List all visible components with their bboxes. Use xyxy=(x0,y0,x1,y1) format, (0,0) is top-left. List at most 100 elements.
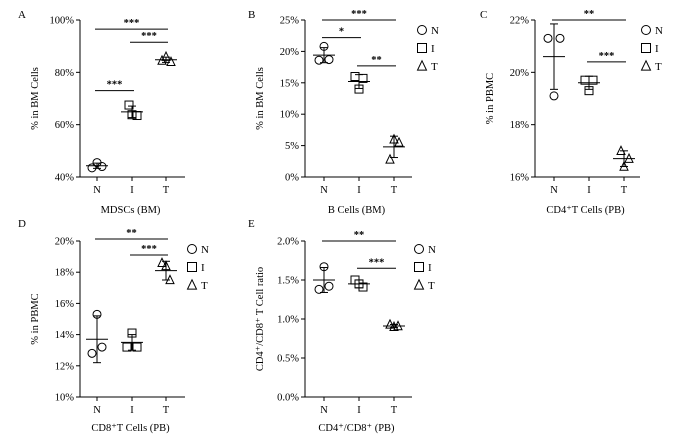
circle-icon xyxy=(414,244,424,254)
data-point xyxy=(132,111,142,121)
triangle-icon xyxy=(640,59,652,71)
data-point xyxy=(588,75,598,85)
x-tick-label: N xyxy=(320,185,328,196)
significance-label: *** xyxy=(141,244,157,255)
data-point xyxy=(132,342,142,352)
x-tick-label: T xyxy=(621,185,628,196)
panel-letter: C xyxy=(480,9,487,21)
data-point xyxy=(385,318,395,329)
x-tick-label: I xyxy=(130,185,134,196)
y-tick-label: 16% xyxy=(55,299,75,310)
x-tick-label: N xyxy=(320,405,328,416)
significance-label: ** xyxy=(371,55,382,66)
legend-label: N xyxy=(201,244,209,256)
y-tick-label: 18% xyxy=(510,120,530,131)
data-point xyxy=(350,72,360,82)
x-tick-label: N xyxy=(550,185,558,196)
significance-label: *** xyxy=(124,18,140,29)
x-tick-label: T xyxy=(391,405,398,416)
significance-label: ** xyxy=(584,9,595,20)
y-axis-label: % in PBMC xyxy=(485,73,496,124)
data-point xyxy=(394,136,404,147)
y-tick-label: 60% xyxy=(55,120,75,131)
y-tick-label: 16% xyxy=(510,173,530,184)
y-tick-label: 18% xyxy=(55,268,75,279)
circle-icon xyxy=(187,244,197,254)
series-n xyxy=(86,158,108,173)
series-n xyxy=(86,309,108,364)
square-icon xyxy=(414,262,424,272)
data-point xyxy=(92,309,102,319)
y-tick-label: 15% xyxy=(280,78,300,89)
data-point xyxy=(324,55,334,65)
data-point xyxy=(157,54,167,65)
data-point xyxy=(165,274,175,285)
significance-label: ** xyxy=(126,228,137,239)
legend-label: I xyxy=(201,262,205,274)
y-tick-label: 10% xyxy=(280,110,300,121)
significance-label: *** xyxy=(599,51,615,62)
legend-label: T xyxy=(201,280,208,292)
x-axis-label: CD4⁺T Cells (PB) xyxy=(546,205,625,216)
data-point xyxy=(389,321,399,331)
x-tick-label: I xyxy=(587,185,591,196)
data-point xyxy=(97,342,107,352)
circle-icon xyxy=(417,25,427,35)
y-axis-label: CD4⁺/CD8⁺ T Cell ratio xyxy=(255,267,266,371)
legend: NIT xyxy=(416,25,439,73)
x-tick-label: T xyxy=(163,405,170,416)
data-point xyxy=(319,262,329,272)
data-point xyxy=(354,84,364,94)
y-tick-label: 0.0% xyxy=(277,393,299,404)
significance-label: *** xyxy=(107,80,123,91)
y-tick-label: 0.5% xyxy=(277,354,299,365)
triangle-icon xyxy=(186,278,198,290)
data-point xyxy=(127,328,137,338)
data-point xyxy=(124,100,134,110)
x-tick-label: I xyxy=(357,405,361,416)
legend-label: N xyxy=(431,25,439,37)
x-tick-label: I xyxy=(357,185,361,196)
x-tick-label: T xyxy=(391,185,398,196)
data-point xyxy=(97,162,107,172)
significance-label: *** xyxy=(351,9,367,20)
y-tick-label: 80% xyxy=(55,68,75,79)
legend-label: I xyxy=(428,262,432,274)
x-tick-label: T xyxy=(163,185,170,196)
circle-icon xyxy=(641,25,651,35)
panel-letter: E xyxy=(248,218,255,230)
square-icon xyxy=(641,43,651,53)
legend-label: I xyxy=(655,43,659,55)
panel-letter: D xyxy=(18,218,26,230)
y-tick-label: 20% xyxy=(55,237,75,248)
data-point xyxy=(87,348,97,358)
series-n xyxy=(313,41,335,65)
legend-label: I xyxy=(431,43,435,55)
y-axis-label: % in BM Cells xyxy=(255,67,266,130)
y-axis-label: % in BM Cells xyxy=(30,67,41,130)
series-t xyxy=(155,257,177,285)
data-point xyxy=(166,56,176,67)
y-tick-label: 0% xyxy=(285,173,299,184)
y-tick-label: 40% xyxy=(55,173,75,184)
x-tick-label: N xyxy=(93,185,101,196)
legend-label: T xyxy=(428,280,435,292)
data-point xyxy=(122,342,132,352)
series-t xyxy=(155,50,177,67)
x-axis-label: B Cells (BM) xyxy=(328,205,386,216)
series-i xyxy=(348,275,370,292)
y-tick-label: 25% xyxy=(280,16,300,27)
triangle-icon xyxy=(416,59,428,71)
x-tick-label: I xyxy=(130,405,134,416)
data-point xyxy=(127,110,137,120)
data-point xyxy=(87,163,97,173)
x-axis-label: MDSCs (BM) xyxy=(101,205,161,216)
panel-letter: B xyxy=(248,9,255,21)
y-tick-label: 2.0% xyxy=(277,237,299,248)
data-point xyxy=(314,284,324,294)
y-tick-label: 1.5% xyxy=(277,276,299,287)
series-i xyxy=(348,72,370,94)
